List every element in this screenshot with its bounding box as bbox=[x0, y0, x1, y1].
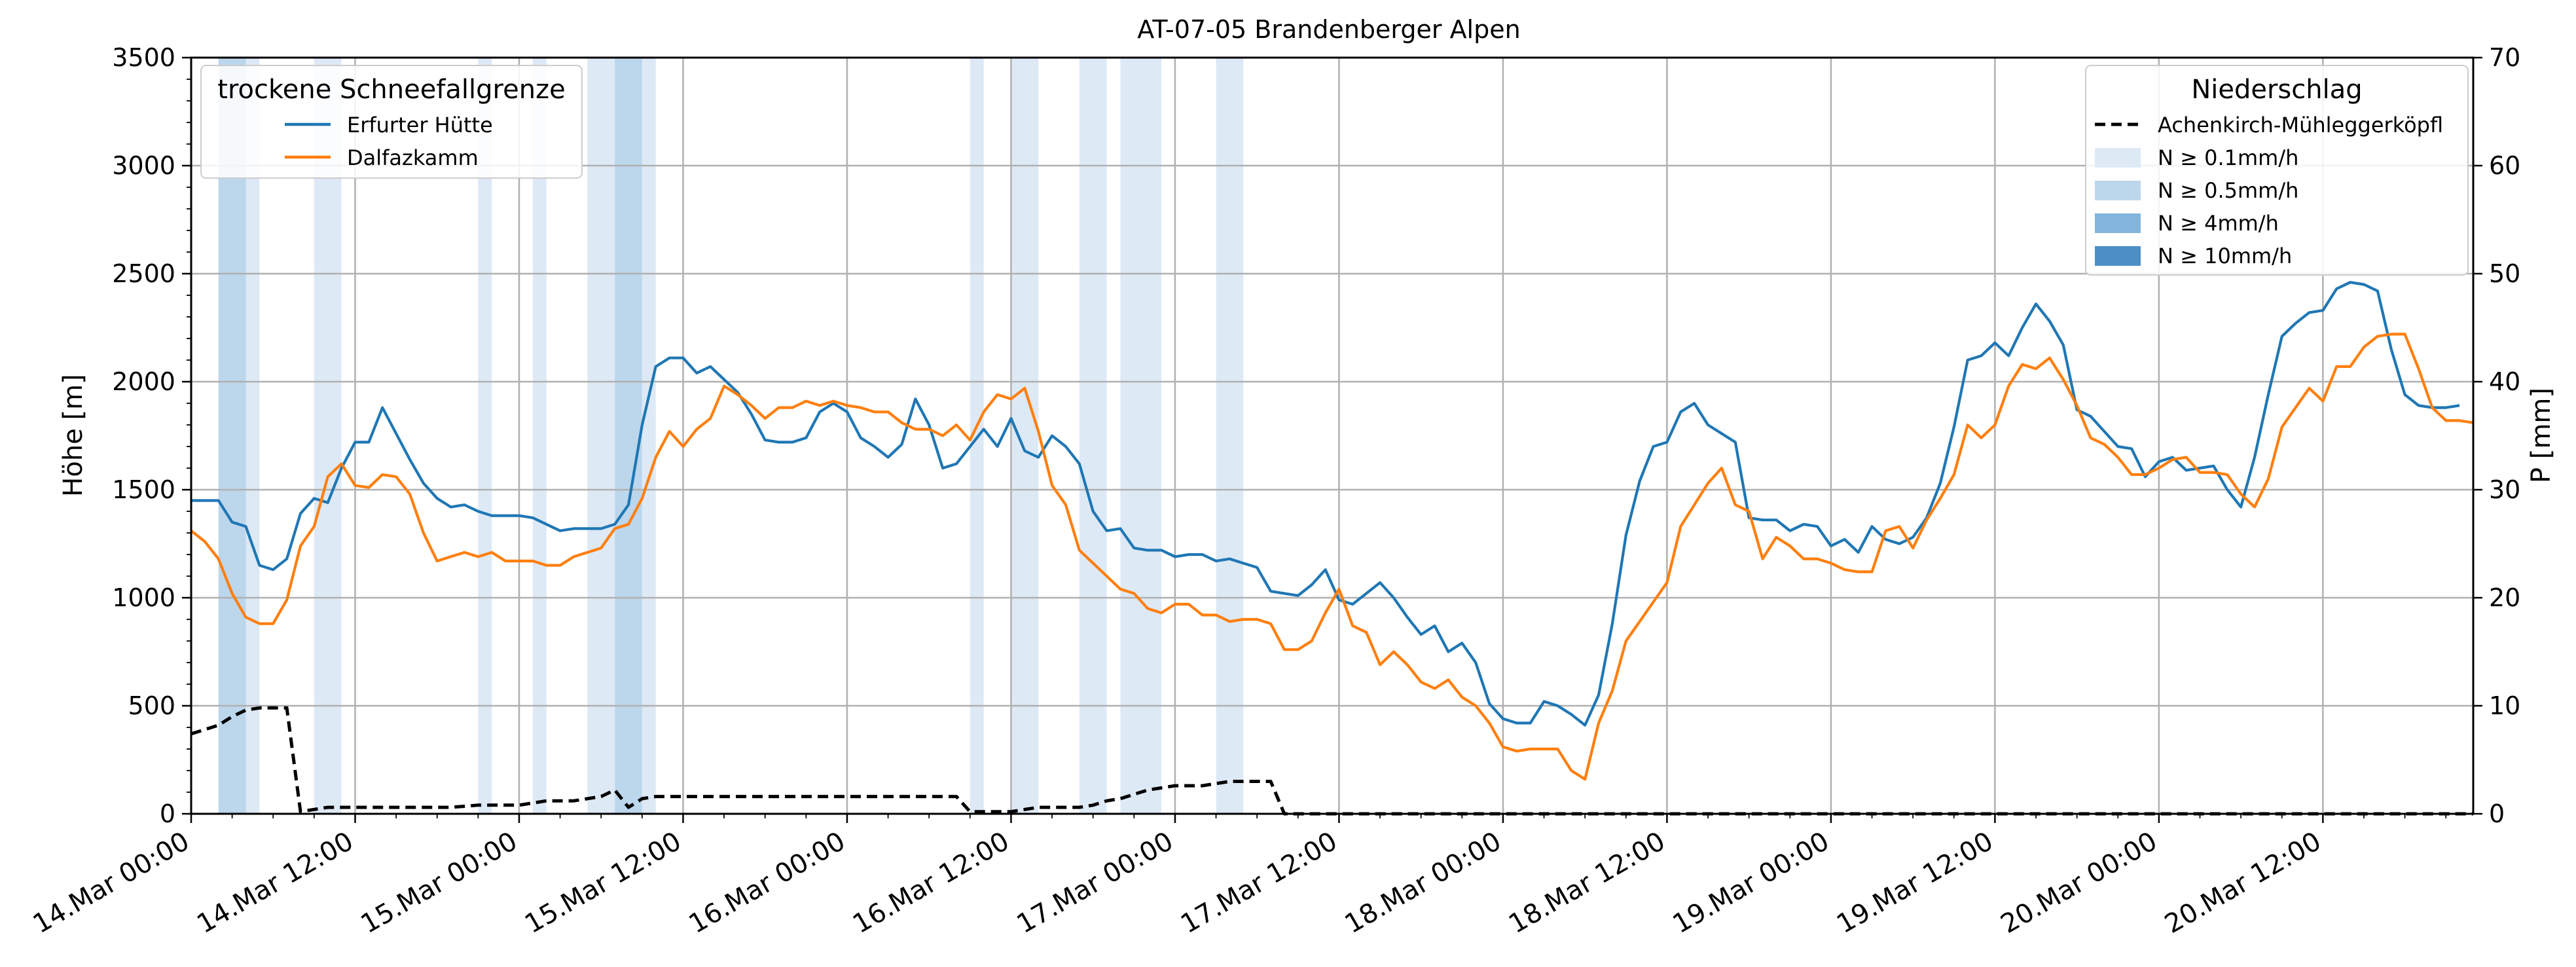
precip-band-1 bbox=[245, 58, 260, 814]
legend-precip: Niederschlag Achenkirch-Mühleggerköpfl N… bbox=[2085, 65, 2469, 276]
y-tick-label-1: 500 bbox=[128, 691, 175, 720]
y-tick-label-3: 1500 bbox=[112, 475, 175, 504]
y2-tick-label-0: 0 bbox=[2489, 799, 2505, 828]
y2-tick-label-1: 10 bbox=[2489, 691, 2520, 720]
legend-n01-swatch bbox=[2095, 148, 2141, 168]
y-axis-right: 0 10 20 30 40 50 60 70 bbox=[2473, 43, 2520, 828]
legend-precip-title: Niederschlag bbox=[2191, 75, 2362, 105]
legend-erfurter-label: Erfurter Hütte bbox=[347, 113, 493, 137]
precip-bands bbox=[218, 58, 1244, 814]
series-dalfazkamm-line bbox=[190, 333, 2474, 781]
legend-n4-label: N ≥ 4mm/h bbox=[2158, 211, 2279, 236]
legend-n4-swatch bbox=[2095, 213, 2141, 233]
precip-band-4 bbox=[532, 58, 547, 814]
y-axis-label: Höhe [m] bbox=[58, 374, 88, 496]
y2-tick-label-3: 30 bbox=[2489, 475, 2520, 504]
y-axis-left: 0 500 1000 1500 2000 2500 3000 3500 bbox=[112, 43, 191, 828]
precip-band-3 bbox=[478, 58, 492, 814]
y2-tick-label-7: 70 bbox=[2489, 43, 2520, 72]
y2-tick-label-5: 50 bbox=[2489, 259, 2520, 288]
legend-n10-swatch bbox=[2095, 246, 2141, 266]
y-tick-label-6: 3000 bbox=[112, 151, 175, 180]
precip-band-5 bbox=[587, 58, 615, 814]
precip-band-6 bbox=[615, 58, 642, 814]
legend-n01-label: N ≥ 0.1mm/h bbox=[2158, 145, 2298, 170]
y2-tick-label-2: 20 bbox=[2489, 583, 2520, 612]
legend-achenkirch-label: Achenkirch-Mühleggerköpfl bbox=[2158, 113, 2443, 137]
y-tick-label-4: 2000 bbox=[112, 367, 175, 396]
precip-band-11 bbox=[1120, 58, 1162, 814]
precip-band-10 bbox=[1079, 58, 1107, 814]
legend-n05-label: N ≥ 0.5mm/h bbox=[2158, 178, 2298, 203]
y-tick-label-2: 1000 bbox=[112, 583, 175, 612]
y2-tick-label-6: 60 bbox=[2489, 151, 2520, 180]
y-tick-label-7: 3500 bbox=[112, 43, 175, 72]
y2-axis-label: P [mm] bbox=[2526, 388, 2556, 483]
chart-title: AT-07-05 Brandenberger Alpen bbox=[1137, 15, 1520, 44]
precip-band-12 bbox=[1216, 58, 1244, 814]
legend-dalfazkamm-label: Dalfazkamm bbox=[347, 145, 479, 170]
legend-n10-label: N ≥ 10mm/h bbox=[2158, 244, 2292, 268]
precip-band-9 bbox=[1011, 58, 1039, 814]
y2-tick-label-4: 40 bbox=[2489, 367, 2520, 396]
y-tick-label-0: 0 bbox=[160, 799, 175, 828]
legend-n05-swatch bbox=[2095, 181, 2141, 200]
precip-band-2 bbox=[314, 58, 342, 814]
legend-snowline: trockene Schneefallgrenze Erfurter Hütte… bbox=[200, 65, 583, 179]
precip-band-7 bbox=[642, 58, 656, 814]
plot-frame bbox=[190, 56, 2475, 815]
y-tick-label-5: 2500 bbox=[112, 259, 175, 288]
series-erfurter-line bbox=[191, 281, 2460, 727]
legend-snowline-title: trockene Schneefallgrenze bbox=[217, 75, 565, 105]
precip-band-0 bbox=[218, 58, 246, 814]
legend-snowline-box bbox=[200, 65, 583, 179]
legend-precip-box bbox=[2085, 65, 2469, 276]
